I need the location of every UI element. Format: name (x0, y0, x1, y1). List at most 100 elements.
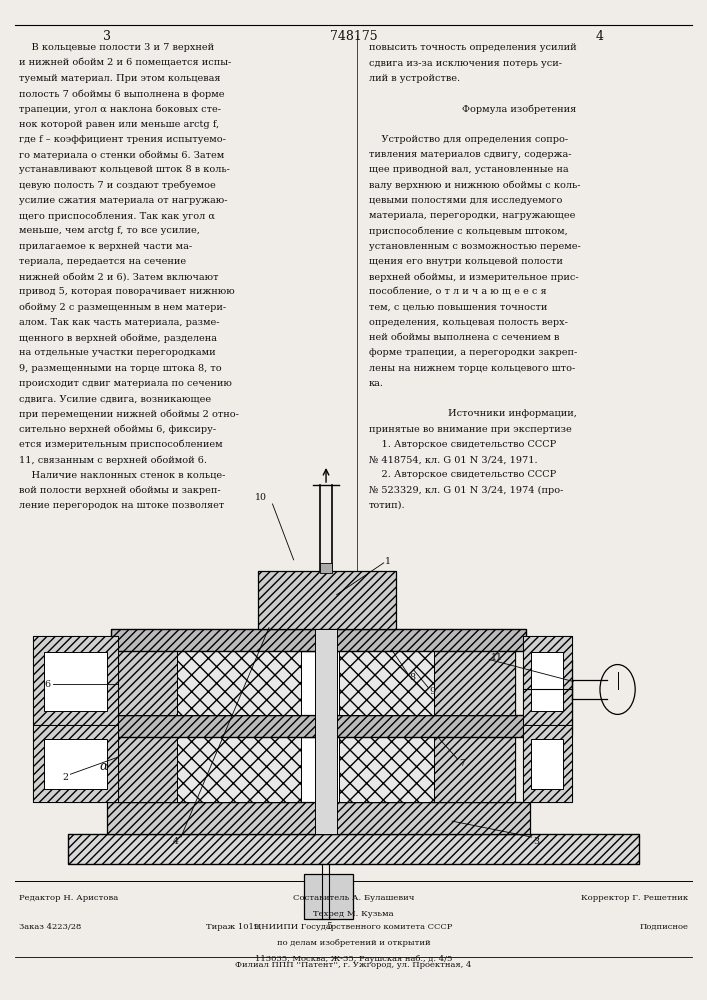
Text: лены на нижнем торце кольцевого што-: лены на нижнем торце кольцевого што- (369, 364, 575, 373)
Text: повысить точность определения усилий: повысить точность определения усилий (369, 43, 577, 52)
Text: тотип).: тотип). (369, 501, 406, 510)
Text: ка.: ка. (369, 379, 384, 388)
Bar (435, 651, 515, 715)
Text: 4: 4 (596, 30, 604, 43)
Text: при перемещении нижней обоймы 2 отно-: при перемещении нижней обоймы 2 отно- (19, 409, 239, 419)
Text: го материала о стенки обоймы 6. Затем: го материала о стенки обоймы 6. Затем (19, 150, 224, 160)
Text: Корректор Г. Решетник: Корректор Г. Решетник (580, 894, 688, 902)
Text: нок которой равен или меньше arctg f,: нок которой равен или меньше arctg f, (19, 120, 219, 129)
Text: вой полости верхней обоймы и закреп-: вой полости верхней обоймы и закреп- (19, 486, 221, 495)
Text: Источники информации,: Источники информации, (448, 409, 576, 418)
Bar (259, 571, 396, 629)
Text: где f – коэффициент трения испытуемо-: где f – коэффициент трения испытуемо- (19, 135, 226, 144)
Text: 6: 6 (45, 680, 51, 689)
Bar (177, 737, 300, 802)
Text: № 523329, кл. G 01 N 3/24, 1974 (про-: № 523329, кл. G 01 N 3/24, 1974 (про- (369, 486, 563, 495)
Text: ется измерительным приспособлением: ется измерительным приспособлением (19, 440, 223, 449)
Text: 11, связанным с верхней обоймой 6.: 11, связанным с верхней обоймой 6. (19, 455, 207, 465)
Bar (117, 651, 177, 715)
Text: ление перегородок на штоке позволяет: ление перегородок на штоке позволяет (19, 501, 224, 510)
Bar (110, 629, 526, 651)
Text: 748175: 748175 (329, 30, 378, 43)
Text: и нижней обойм 2 и 6 помещается испы-: и нижней обойм 2 и 6 помещается испы- (19, 59, 231, 68)
Bar (339, 651, 435, 715)
Text: по делам изобретений и открытий: по делам изобретений и открытий (276, 939, 431, 947)
Text: щенного в верхней обойме, разделена: щенного в верхней обойме, разделена (19, 333, 217, 343)
Bar (33, 636, 117, 725)
Bar (33, 725, 117, 802)
Bar (33, 636, 117, 725)
Bar (44, 739, 107, 789)
Text: 7: 7 (459, 759, 465, 768)
Text: териала, передается на сечение: териала, передается на сечение (19, 257, 186, 266)
Text: обойму 2 с размещенным в нем матери-: обойму 2 с размещенным в нем матери- (19, 303, 226, 312)
Text: трапеции, угол α наклона боковых сте-: трапеции, угол α наклона боковых сте- (19, 104, 221, 114)
Bar (339, 737, 435, 802)
Text: № 418754, кл. G 01 N 3/24, 1971.: № 418754, кл. G 01 N 3/24, 1971. (369, 455, 537, 464)
Text: 3: 3 (103, 30, 111, 43)
Text: 2: 2 (62, 773, 69, 782)
Text: 1: 1 (385, 557, 391, 566)
Text: цевую полость 7 и создают требуемое: цевую полость 7 и создают требуемое (19, 181, 216, 190)
Bar (522, 636, 572, 725)
Text: 8: 8 (410, 673, 416, 682)
Text: приспособление с кольцевым штоком,: приспособление с кольцевым штоком, (369, 226, 568, 236)
Text: В кольцевые полости 3 и 7 верхней: В кольцевые полости 3 и 7 верхней (19, 43, 214, 52)
Text: ней обоймы выполнена с сечением в: ней обоймы выполнена с сечением в (369, 333, 559, 342)
Bar (110, 715, 526, 737)
Text: материала, перегородки, нагружающее: материала, перегородки, нагружающее (369, 211, 575, 220)
Text: α: α (99, 760, 107, 773)
Text: происходит сдвиг материала по сечению: происходит сдвиг материала по сечению (19, 379, 232, 388)
Text: лий в устройстве.: лий в устройстве. (369, 74, 460, 83)
Text: Подписное: Подписное (639, 923, 688, 931)
Text: меньше, чем arctg f, то все усилие,: меньше, чем arctg f, то все усилие, (19, 226, 200, 235)
Text: 9: 9 (430, 687, 436, 696)
Text: щения его внутри кольцевой полости: щения его внутри кольцевой полости (369, 257, 563, 266)
Text: алом. Так как часть материала, разме-: алом. Так как часть материала, разме- (19, 318, 219, 327)
Bar (339, 651, 435, 715)
Text: на отдельные участки перегородками: на отдельные участки перегородками (19, 348, 216, 357)
Text: 2. Авторское свидетельство СССР: 2. Авторское свидетельство СССР (369, 470, 556, 479)
Text: 3: 3 (533, 837, 539, 846)
Bar (320, 563, 332, 573)
Text: 11: 11 (491, 653, 503, 662)
Bar (522, 725, 572, 802)
Text: цевыми полостями для исследуемого: цевыми полостями для исследуемого (369, 196, 562, 205)
Text: валу верхнюю и нижнюю обоймы с коль-: валу верхнюю и нижнюю обоймы с коль- (369, 181, 580, 190)
Text: Формула изобретения: Формула изобретения (462, 104, 576, 114)
Text: Устройство для определения сопро-: Устройство для определения сопро- (369, 135, 568, 144)
Bar (44, 652, 107, 711)
Text: полость 7 обоймы 6 выполнена в форме: полость 7 обоймы 6 выполнена в форме (19, 89, 225, 99)
Text: определения, кольцевая полость верх-: определения, кольцевая полость верх- (369, 318, 568, 327)
Text: сдвига из-за исключения потерь уси-: сдвига из-за исключения потерь уси- (369, 59, 562, 68)
Bar (117, 737, 515, 802)
Bar (522, 636, 572, 725)
Text: Составитель А. Булашевич: Составитель А. Булашевич (293, 894, 414, 902)
Bar (177, 737, 300, 802)
Text: принятые во внимание при экспертизе: принятые во внимание при экспертизе (369, 425, 572, 434)
Bar (177, 651, 300, 715)
Text: щее приводной вал, установленные на: щее приводной вал, установленные на (369, 165, 568, 174)
Text: Заказ 4223/28: Заказ 4223/28 (19, 923, 81, 931)
Text: Наличие наклонных стенок в кольце-: Наличие наклонных стенок в кольце- (19, 470, 226, 479)
Bar (304, 874, 354, 919)
Bar (117, 651, 515, 715)
Bar (177, 651, 300, 715)
Text: 4: 4 (173, 837, 179, 846)
Bar (259, 571, 396, 629)
Text: усилие сжатия материала от нагружаю-: усилие сжатия материала от нагружаю- (19, 196, 228, 205)
Text: установленным с возможностью переме-: установленным с возможностью переме- (369, 242, 580, 251)
Text: Редактор Н. Аристова: Редактор Н. Аристова (19, 894, 118, 902)
Bar (531, 652, 563, 711)
Text: 113035, Москва, Ж-35, Раушская наб., д. 4/5: 113035, Москва, Ж-35, Раушская наб., д. … (255, 955, 452, 963)
Text: 10: 10 (255, 493, 267, 502)
Text: Филиал ППП ''Патент'', г. Ужгород, ул. Проектная, 4: Филиал ППП ''Патент'', г. Ужгород, ул. П… (235, 961, 472, 969)
Text: тем, с целью повышения точности: тем, с целью повышения точности (369, 303, 547, 312)
Text: прилагаемое к верхней части ма-: прилагаемое к верхней части ма- (19, 242, 192, 251)
Bar (531, 739, 563, 789)
Bar (522, 725, 572, 802)
Text: сдвига. Усилие сдвига, возникающее: сдвига. Усилие сдвига, возникающее (19, 394, 211, 403)
Text: 9, размещенными на торце штока 8, то: 9, размещенными на торце штока 8, то (19, 364, 221, 373)
Bar (339, 737, 435, 802)
Text: нижней обойм 2 и 6). Затем включают: нижней обойм 2 и 6). Затем включают (19, 272, 218, 281)
